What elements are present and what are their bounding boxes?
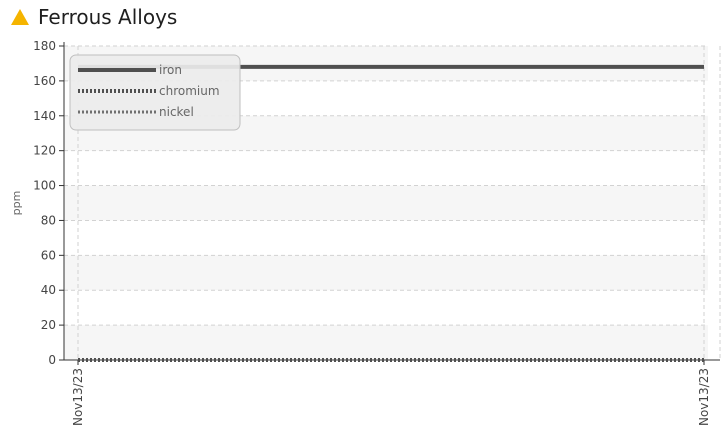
y-tick-label: 40 bbox=[41, 283, 56, 297]
y-tick-label: 100 bbox=[33, 179, 56, 193]
warning-triangle-icon bbox=[11, 9, 29, 25]
grid-band bbox=[64, 255, 708, 291]
y-tick-label: 0 bbox=[48, 353, 56, 367]
y-tick-label: 180 bbox=[33, 39, 56, 53]
y-tick-label: 60 bbox=[41, 248, 56, 262]
axes: 0 20 40 60 80 100 120 140 160 180 Nov13/23 Nov13/23… bbox=[10, 39, 720, 426]
y-axis-title: ppm bbox=[10, 191, 23, 216]
x-tick-label: Nov13/23 bbox=[71, 368, 85, 426]
y-tick-label: 140 bbox=[33, 109, 56, 123]
y-tick-label: 80 bbox=[41, 213, 56, 227]
grid-band bbox=[64, 325, 708, 360]
grid bbox=[64, 45, 721, 360]
legend-label-nickel: nickel bbox=[159, 105, 194, 119]
x-tick-label: Nov13/23 bbox=[697, 368, 711, 426]
legend-label-chromium: chromium bbox=[159, 84, 220, 98]
y-tick-label: 20 bbox=[41, 318, 56, 332]
chart-header: Ferrous Alloys bbox=[10, 3, 177, 31]
y-tick-label: 120 bbox=[33, 144, 56, 158]
legend[interactable]: iron chromium nickel bbox=[69, 54, 241, 131]
grid-band bbox=[64, 185, 708, 221]
y-tick-label: 160 bbox=[33, 74, 56, 88]
chart-title: Ferrous Alloys bbox=[38, 5, 178, 29]
legend-label-iron: iron bbox=[159, 63, 182, 77]
